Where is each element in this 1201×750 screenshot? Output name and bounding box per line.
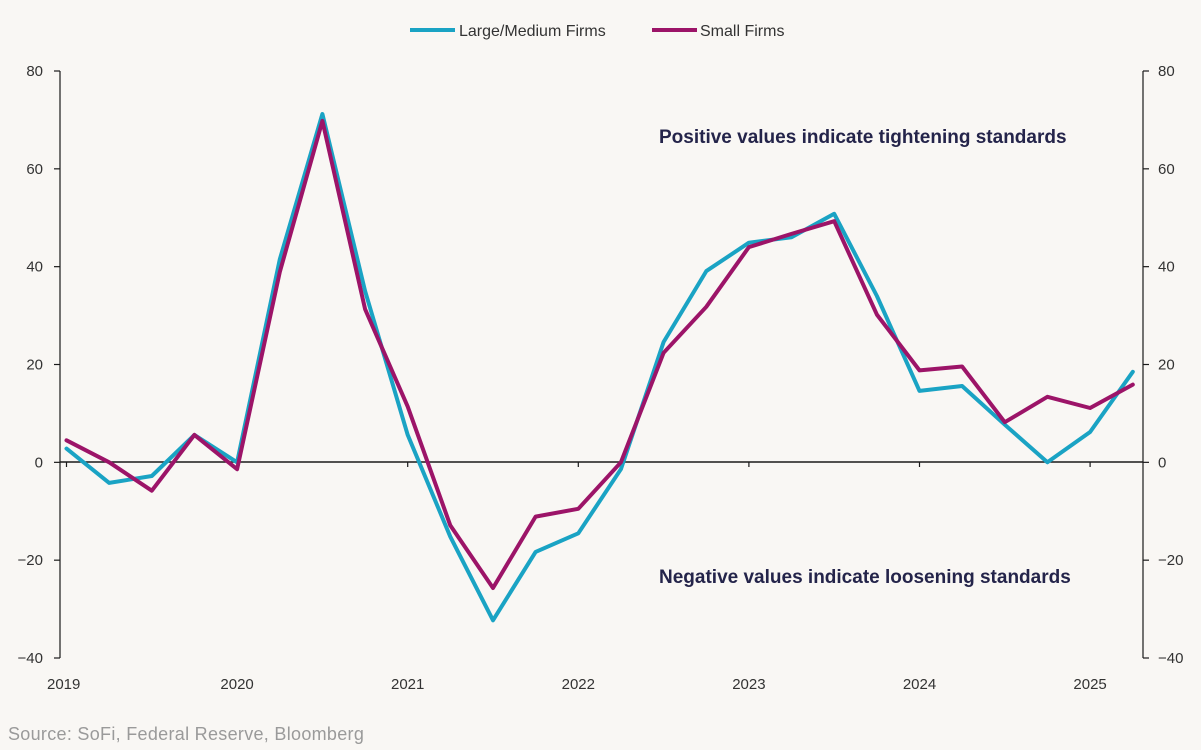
x-tick-label: 2022 (562, 676, 595, 693)
legend-label-large-medium: Large/Medium Firms (459, 23, 606, 40)
series-line-small-firms (64, 118, 1135, 590)
y-ticks: 80 80 60 60 40 40 20 20 0 0 −20 −20 −40 −40 (18, 63, 1184, 667)
x-tick-label: 2019 (47, 676, 80, 693)
right-y-tick-label: 40 (1158, 259, 1175, 276)
right-y-tick-label: −20 (1158, 552, 1183, 569)
left-y-tick-label: 20 (26, 357, 43, 374)
right-y-tick-label: 20 (1158, 357, 1175, 374)
left-y-tick-label: 60 (26, 161, 43, 178)
left-y-tick-label: 80 (26, 63, 43, 80)
chart: Large/Medium Firms Small Firms 80 80 60 60 4… (18, 23, 1184, 693)
right-y-tick-label: 80 (1158, 63, 1175, 80)
left-y-tick-label: −20 (18, 552, 43, 569)
x-ticks: 2019 2020 2021 2022 2023 2024 2025 (47, 462, 1107, 693)
series-line-large-medium-firms (64, 112, 1135, 623)
left-y-tick-label: 0 (35, 454, 43, 471)
legend-label-small: Small Firms (700, 23, 784, 40)
left-y-tick-label: −40 (18, 650, 43, 667)
source-note: Source: SoFi, Federal Reserve, Bloomberg (8, 724, 365, 744)
right-y-tick-label: 0 (1158, 454, 1166, 471)
annotation-loosening: Negative values indicate loosening stand… (659, 567, 1071, 588)
x-tick-label: 2025 (1073, 676, 1106, 693)
series-lines (64, 112, 1135, 623)
x-tick-label: 2020 (220, 676, 253, 693)
x-tick-label: 2024 (903, 676, 936, 693)
right-y-tick-label: −40 (1158, 650, 1183, 667)
right-y-tick-label: 60 (1158, 161, 1175, 178)
x-tick-label: 2021 (391, 676, 424, 693)
x-tick-label: 2023 (732, 676, 765, 693)
annotation-tightening: Positive values indicate tightening stan… (659, 127, 1067, 148)
legend: Large/Medium Firms Small Firms (410, 23, 784, 40)
left-y-tick-label: 40 (26, 259, 43, 276)
